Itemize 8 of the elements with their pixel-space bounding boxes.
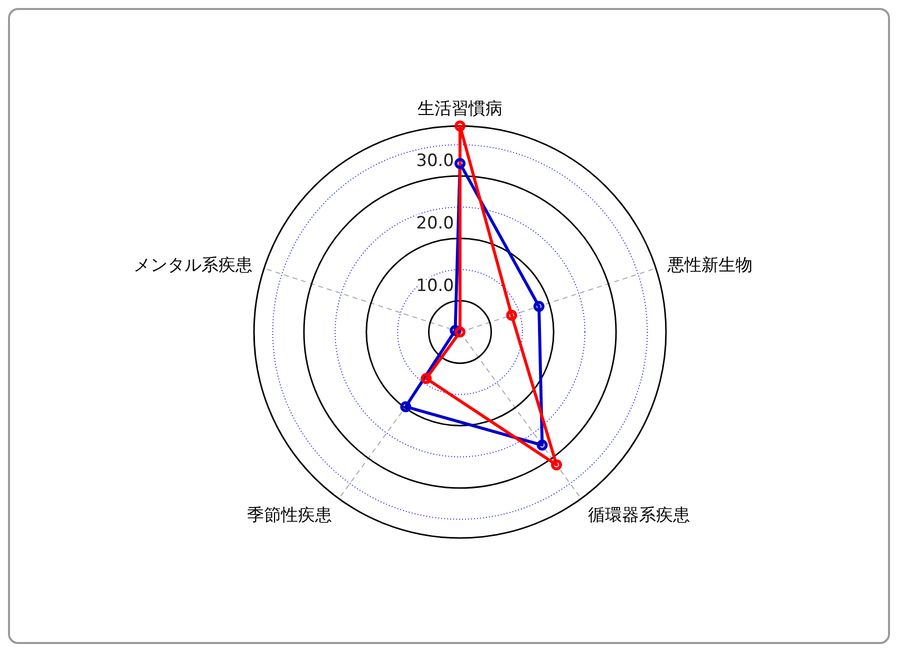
y-tick-label: 20.0 xyxy=(416,213,454,234)
spoke-label: 循環器系疾患 xyxy=(588,505,690,526)
y-tick-label: 30.0 xyxy=(416,150,454,171)
y-tick-label: 10.0 xyxy=(416,276,454,296)
spoke-label: 悪性新生物 xyxy=(666,256,752,276)
spoke-label: 季節性疾患 xyxy=(246,505,332,526)
spoke-label: メンタル系疾患 xyxy=(134,256,253,276)
spoke-label: 生活習慣病 xyxy=(418,99,502,119)
